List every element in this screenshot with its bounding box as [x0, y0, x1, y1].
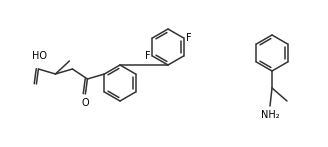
Text: O: O	[82, 98, 89, 108]
Text: HO: HO	[32, 51, 47, 61]
Text: F: F	[145, 51, 151, 61]
Text: F: F	[186, 33, 191, 43]
Text: NH₂: NH₂	[261, 110, 279, 120]
